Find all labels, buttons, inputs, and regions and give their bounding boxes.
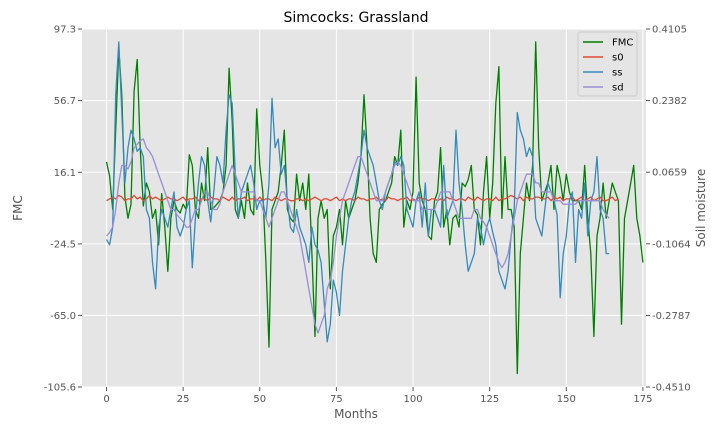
y-tick-label: -105.6 <box>44 383 76 394</box>
y-right-tick-label: -0.4510 <box>652 383 691 394</box>
x-tick-label: 125 <box>480 394 499 405</box>
x-tick-label: 175 <box>633 394 652 405</box>
x-tick-label: 0 <box>103 394 109 405</box>
left-ticks: 97.3 56.7 16.1 -24.5 -65.0 -105.6 <box>44 25 82 394</box>
y-axis-label-right: Soil moisture <box>694 169 708 247</box>
legend-label-sd: sd <box>612 83 624 94</box>
legend: FMC s0 ss sd <box>578 32 637 96</box>
y-tick-label: 56.7 <box>54 96 76 107</box>
y-right-tick-label: 0.4105 <box>652 25 687 36</box>
x-tick-label: 50 <box>253 394 266 405</box>
y-tick-label: -24.5 <box>50 239 76 250</box>
chart-title: Simcocks: Grassland <box>284 10 429 26</box>
x-tick-label: 100 <box>403 394 422 405</box>
legend-label-s0: s0 <box>612 53 624 64</box>
x-axis-label: Months <box>334 407 378 421</box>
y-right-tick-label: -0.2787 <box>652 311 691 322</box>
x-tick-label: 75 <box>330 394 343 405</box>
legend-label-ss: ss <box>612 68 622 79</box>
right-ticks: 0.4105 0.2382 0.0659 -0.1064 -0.2787 -0.4510 <box>646 25 691 394</box>
x-tick-label: 150 <box>557 394 576 405</box>
plot-background <box>82 29 646 387</box>
y-tick-label: -65.0 <box>50 311 76 322</box>
y-right-tick-label: 0.0659 <box>652 168 687 179</box>
legend-label-fmc: FMC <box>612 38 633 49</box>
x-ticks: 0 25 50 75 100 125 150 175 <box>103 387 652 405</box>
x-tick-label: 25 <box>177 394 190 405</box>
y-tick-label: 97.3 <box>54 25 76 36</box>
y-tick-label: 16.1 <box>54 168 76 179</box>
y-axis-label-left: FMC <box>11 195 25 221</box>
y-right-tick-label: 0.2382 <box>652 96 687 107</box>
y-right-tick-label: -0.1064 <box>652 239 691 250</box>
